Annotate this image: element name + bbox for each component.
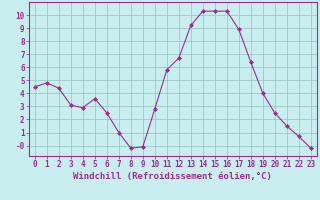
X-axis label: Windchill (Refroidissement éolien,°C): Windchill (Refroidissement éolien,°C) [73, 172, 272, 181]
